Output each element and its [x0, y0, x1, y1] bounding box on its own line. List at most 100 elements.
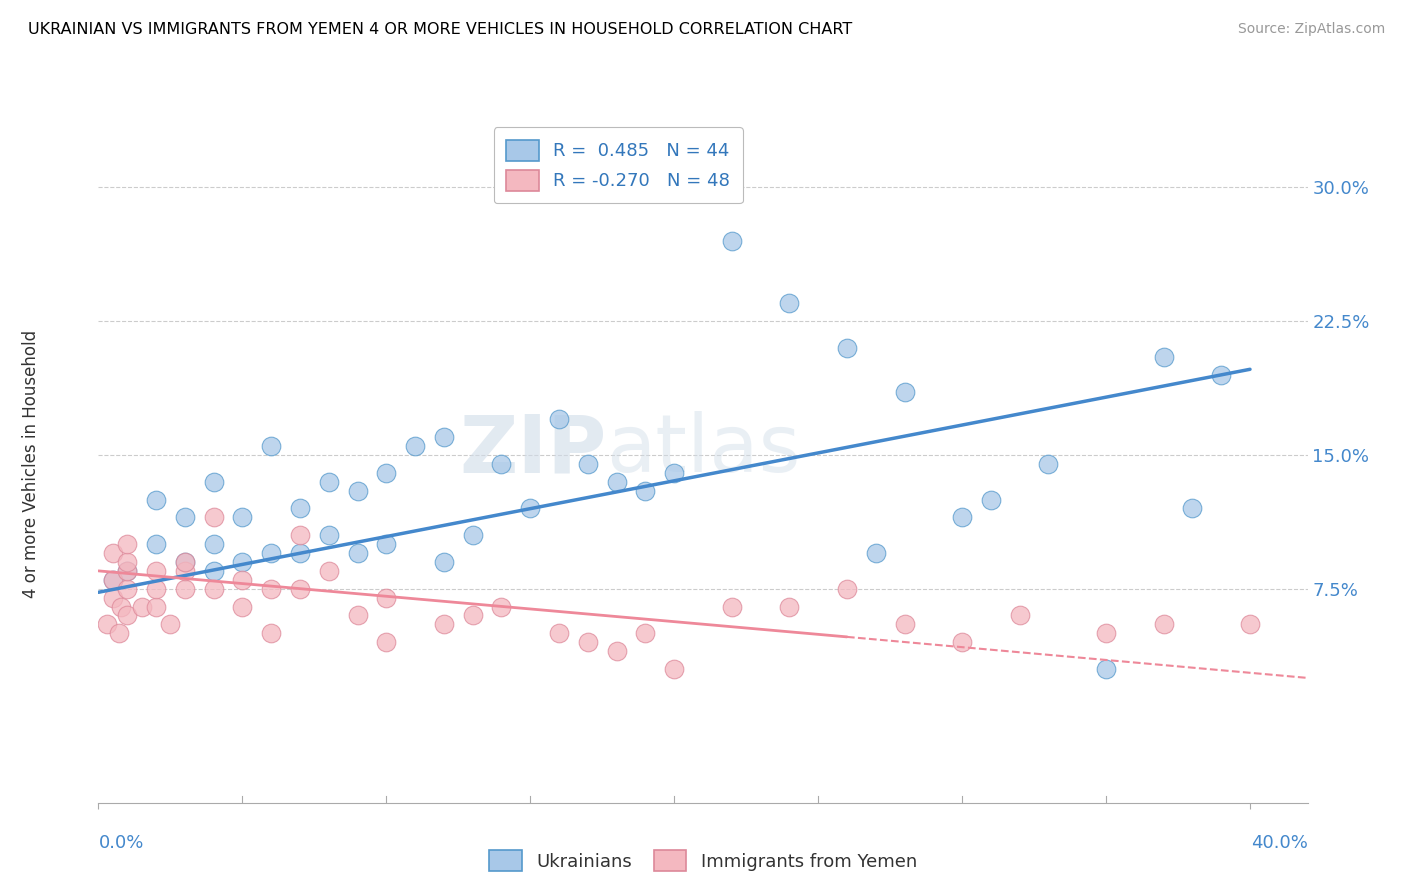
Point	[115, 582, 138, 596]
Point	[375, 466, 398, 480]
Point	[865, 546, 887, 560]
Point	[519, 501, 541, 516]
Point	[461, 528, 484, 542]
Point	[288, 582, 311, 596]
Point	[664, 466, 686, 480]
Point	[145, 599, 167, 614]
Point	[173, 582, 195, 596]
Point	[980, 492, 1002, 507]
Point	[260, 439, 283, 453]
Point	[115, 555, 138, 569]
Point	[110, 599, 132, 614]
Legend: Ukrainians, Immigrants from Yemen: Ukrainians, Immigrants from Yemen	[478, 839, 928, 882]
Text: 0.0%: 0.0%	[98, 834, 143, 852]
Point	[115, 608, 138, 623]
Point	[173, 510, 195, 524]
Point	[1181, 501, 1204, 516]
Point	[145, 582, 167, 596]
Text: atlas: atlas	[606, 411, 800, 490]
Point	[778, 296, 800, 310]
Point	[231, 510, 253, 524]
Point	[145, 492, 167, 507]
Point	[576, 457, 599, 471]
Point	[131, 599, 153, 614]
Point	[1239, 617, 1261, 632]
Text: Source: ZipAtlas.com: Source: ZipAtlas.com	[1237, 22, 1385, 37]
Text: 40.0%: 40.0%	[1251, 834, 1308, 852]
Text: ZIP: ZIP	[458, 411, 606, 490]
Point	[375, 591, 398, 605]
Point	[634, 626, 657, 640]
Point	[606, 644, 628, 658]
Point	[145, 564, 167, 578]
Point	[835, 582, 858, 596]
Point	[202, 537, 225, 551]
Point	[548, 626, 571, 640]
Point	[375, 635, 398, 649]
Point	[101, 573, 124, 587]
Point	[107, 626, 129, 640]
Point	[202, 510, 225, 524]
Point	[548, 412, 571, 426]
Point	[835, 341, 858, 355]
Point	[1008, 608, 1031, 623]
Point	[115, 537, 138, 551]
Point	[101, 573, 124, 587]
Point	[260, 626, 283, 640]
Text: UKRAINIAN VS IMMIGRANTS FROM YEMEN 4 OR MORE VEHICLES IN HOUSEHOLD CORRELATION C: UKRAINIAN VS IMMIGRANTS FROM YEMEN 4 OR …	[28, 22, 852, 37]
Point	[893, 385, 915, 400]
Text: 4 or more Vehicles in Household: 4 or more Vehicles in Household	[22, 330, 39, 598]
Point	[664, 662, 686, 676]
Point	[260, 582, 283, 596]
Point	[96, 617, 118, 632]
Point	[576, 635, 599, 649]
Point	[346, 483, 368, 498]
Point	[202, 582, 225, 596]
Point	[101, 546, 124, 560]
Point	[346, 608, 368, 623]
Point	[433, 430, 456, 444]
Point	[375, 537, 398, 551]
Point	[288, 501, 311, 516]
Point	[318, 475, 340, 489]
Point	[346, 546, 368, 560]
Point	[145, 537, 167, 551]
Point	[720, 234, 742, 248]
Point	[433, 555, 456, 569]
Point	[115, 564, 138, 578]
Point	[634, 483, 657, 498]
Point	[1211, 368, 1233, 382]
Point	[1153, 350, 1175, 364]
Point	[231, 599, 253, 614]
Point	[173, 555, 195, 569]
Point	[173, 555, 195, 569]
Point	[115, 564, 138, 578]
Point	[1095, 626, 1118, 640]
Point	[318, 528, 340, 542]
Point	[1038, 457, 1060, 471]
Point	[950, 510, 973, 524]
Point	[231, 555, 253, 569]
Point	[318, 564, 340, 578]
Point	[1153, 617, 1175, 632]
Point	[231, 573, 253, 587]
Point	[433, 617, 456, 632]
Point	[1095, 662, 1118, 676]
Point	[260, 546, 283, 560]
Point	[202, 564, 225, 578]
Point	[950, 635, 973, 649]
Point	[606, 475, 628, 489]
Point	[288, 528, 311, 542]
Point	[893, 617, 915, 632]
Point	[720, 599, 742, 614]
Point	[288, 546, 311, 560]
Point	[404, 439, 426, 453]
Point	[173, 564, 195, 578]
Point	[202, 475, 225, 489]
Point	[491, 599, 513, 614]
Point	[159, 617, 181, 632]
Point	[778, 599, 800, 614]
Point	[461, 608, 484, 623]
Point	[101, 591, 124, 605]
Point	[491, 457, 513, 471]
